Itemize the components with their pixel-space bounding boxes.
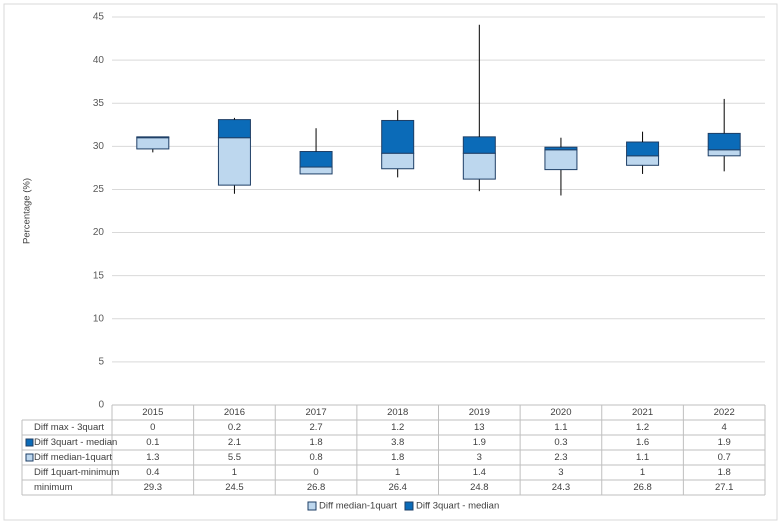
table-cell: 1.3 (146, 452, 159, 463)
base-bar (137, 152, 169, 405)
y-tick-label: 35 (93, 98, 105, 109)
table-cell: 0.1 (146, 437, 159, 448)
table-cell: 26.8 (307, 482, 326, 493)
base-bar (627, 174, 659, 405)
table-cell: 3 (477, 452, 482, 463)
table-cell: 27.1 (715, 482, 734, 493)
table-cell: 29.3 (144, 482, 163, 493)
table-cell: 3 (558, 467, 563, 478)
table-cell: 4 (722, 422, 727, 433)
table-cell: 1 (640, 467, 645, 478)
box-segment (462, 136, 496, 154)
table-row-label: Diff 3quart - median (34, 437, 117, 448)
base-bar (463, 191, 495, 405)
table-cell: 0.3 (554, 437, 567, 448)
table-cell: 1.4 (473, 467, 486, 478)
x-tick-label: 2021 (632, 407, 653, 418)
y-tick-label: 20 (93, 227, 105, 238)
box-segment (217, 137, 251, 186)
table-legend-swatch (25, 438, 34, 447)
x-tick-label: 2018 (387, 407, 408, 418)
table-cell: 0.2 (228, 422, 241, 433)
base-bar (545, 195, 577, 405)
table-cell: 0 (150, 422, 155, 433)
box-segment (462, 152, 496, 180)
table-row-label: Diff median-1quart (34, 452, 112, 463)
table-cell: 1.2 (391, 422, 404, 433)
table-row-label: minimum (34, 482, 73, 493)
table-cell: 1 (395, 467, 400, 478)
base-bar (382, 177, 414, 405)
x-tick-label: 2020 (550, 407, 571, 418)
table-cell: 13 (474, 422, 485, 433)
table-cell: 1 (232, 467, 237, 478)
table-cell: 2.1 (228, 437, 241, 448)
chart-frame (3, 3, 778, 521)
base-bar (708, 171, 740, 405)
legend-swatch (307, 501, 317, 511)
table-cell: 2.3 (554, 452, 567, 463)
y-tick-label: 40 (93, 55, 105, 66)
legend-swatch (404, 501, 414, 511)
table-row-label: Diff max - 3quart (34, 422, 104, 433)
table-row-label: Diff 1quart-minimum (34, 467, 119, 478)
table-cell: 1.1 (554, 422, 567, 433)
base-bar (300, 174, 332, 405)
table-cell: 0.8 (309, 452, 322, 463)
box-segment (381, 152, 415, 170)
table-cell: 1.8 (309, 437, 322, 448)
table-cell: 2.7 (309, 422, 322, 433)
box-segment (707, 132, 741, 151)
legend-label: Diff median-1quart (319, 501, 397, 512)
table-cell: 0 (313, 467, 318, 478)
table-cell: 1.8 (391, 452, 404, 463)
table-cell: 1.8 (718, 467, 731, 478)
y-tick-label: 15 (93, 270, 105, 281)
x-tick-label: 2016 (224, 407, 245, 418)
box-segment (136, 136, 170, 139)
box-segment (381, 119, 415, 154)
box-segment (136, 137, 170, 150)
x-tick-label: 2022 (714, 407, 735, 418)
box-segment (299, 166, 333, 175)
y-tick-label: 10 (93, 313, 105, 324)
y-tick-label: 25 (93, 184, 105, 195)
box-segment (217, 119, 251, 139)
box-segment (626, 155, 660, 166)
y-tick-label: 0 (98, 400, 104, 411)
box-segment (544, 146, 578, 151)
table-cell: 1.2 (636, 422, 649, 433)
legend-label: Diff 3quart - median (416, 501, 499, 512)
x-tick-label: 2015 (142, 407, 163, 418)
table-cell: 0.7 (718, 452, 731, 463)
table-cell: 24.3 (552, 482, 571, 493)
table-cell: 1.6 (636, 437, 649, 448)
y-tick-label: 45 (93, 12, 105, 23)
base-bar (218, 194, 250, 405)
table-cell: 1.1 (636, 452, 649, 463)
table-legend-swatch (25, 453, 34, 462)
table-cell: 3.8 (391, 437, 404, 448)
table-cell: 5.5 (228, 452, 241, 463)
box-segment (544, 149, 578, 171)
table-cell: 24.5 (225, 482, 244, 493)
y-axis-label: Percentage (%) (22, 178, 33, 244)
x-tick-label: 2019 (469, 407, 490, 418)
y-tick-label: 30 (93, 141, 105, 152)
box-segment (707, 149, 741, 157)
table-cell: 26.4 (388, 482, 407, 493)
x-tick-label: 2017 (305, 407, 326, 418)
table-cell: 1.9 (473, 437, 486, 448)
table-cell: 0.4 (146, 467, 159, 478)
table-cell: 1.9 (718, 437, 731, 448)
box-segment (299, 151, 333, 168)
y-tick-label: 5 (98, 357, 104, 368)
table-cell: 26.8 (633, 482, 652, 493)
table-cell: 24.8 (470, 482, 489, 493)
box-segment (626, 141, 660, 157)
